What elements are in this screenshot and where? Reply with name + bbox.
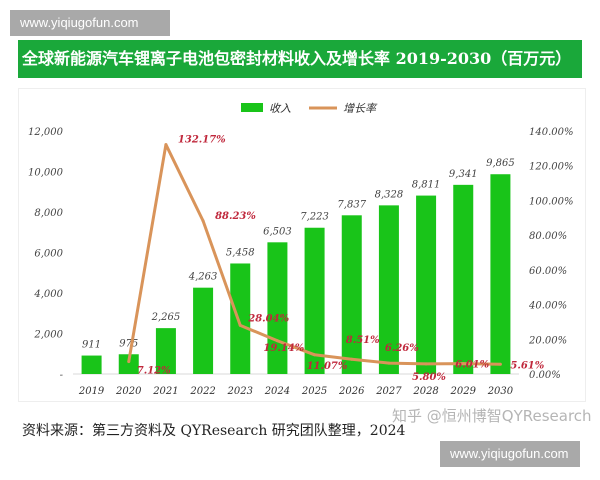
- watermark-top: www.yiqiugofun.com: [10, 10, 170, 36]
- bar-2030: [490, 174, 511, 374]
- x-tick-label: 2019: [78, 386, 105, 397]
- watermark-bottom: www.yiqiugofun.com: [440, 441, 580, 467]
- x-tick-label: 2022: [189, 386, 215, 397]
- right-tick-label: 80.00%: [529, 231, 567, 242]
- right-tick-label: 40.00%: [528, 301, 567, 312]
- x-tick-label: 2020: [115, 386, 142, 397]
- growth-value-label: 6.26%: [385, 343, 419, 354]
- legend-label-growth: 增长率: [343, 102, 378, 115]
- growth-point-2027: [387, 361, 391, 365]
- left-tick-label: -: [60, 370, 64, 381]
- growth-value-label: 11.07%: [307, 361, 348, 372]
- growth-point-2020: [127, 360, 131, 364]
- right-tick-label: 120.00%: [529, 162, 574, 173]
- bar-value-label: 5,458: [226, 247, 255, 258]
- growth-point-2028: [424, 362, 428, 366]
- bar-value-label: 7,837: [337, 199, 366, 210]
- x-tick-label: 2021: [152, 386, 178, 397]
- bar-2028: [416, 195, 437, 374]
- bar-2022: [193, 287, 214, 374]
- growth-value-label: 5.61%: [510, 360, 544, 371]
- x-tick-label: 2028: [412, 386, 438, 397]
- bar-2024: [267, 242, 288, 374]
- bar-2029: [453, 184, 474, 374]
- legend-swatch-revenue: [241, 103, 263, 112]
- chart-title: 全球新能源汽车锂离子电池包密封材料收入及增长率 2019-2030（百万元）: [18, 40, 582, 78]
- right-tick-label: 100.00%: [529, 196, 574, 207]
- right-tick-label: 140.00%: [529, 127, 574, 138]
- growth-value-label: 6.01%: [455, 360, 489, 371]
- right-tick-label: 20.00%: [528, 335, 567, 346]
- x-tick-label: 2027: [375, 386, 402, 397]
- chart-area: - 2,000 4,000 6,000 8,000 10,000 12,000 0.00% 20…: [18, 88, 586, 402]
- growth-value-label: 132.17%: [178, 135, 226, 146]
- bar-value-label: 4,263: [188, 272, 218, 283]
- growth-value-label: 19.14%: [263, 343, 304, 354]
- x-tick-label: 2026: [338, 386, 365, 397]
- source-note: 资料来源：第三方资料及 QYResearch 研究团队整理，2024: [22, 423, 406, 439]
- bar-value-label: 9,865: [486, 158, 515, 169]
- bar-value-label: 6,503: [263, 226, 292, 237]
- x-tick-label: 2023: [227, 386, 253, 397]
- growth-point-2030: [498, 362, 502, 366]
- bar-2026: [341, 215, 362, 374]
- growth-point-2022: [201, 219, 205, 223]
- bar-value-label: 2,265: [151, 312, 181, 323]
- bar-2023: [230, 263, 251, 374]
- bar-2025: [304, 227, 325, 374]
- left-tick-label: 4,000: [33, 289, 63, 300]
- growth-value-label: 7.12%: [137, 366, 171, 377]
- growth-point-2026: [350, 357, 354, 361]
- zhihu-watermark: 知乎 @恒州博智QYResearch: [392, 407, 592, 425]
- right-tick-label: 0.00%: [529, 370, 561, 381]
- left-tick-label: 8,000: [34, 208, 63, 219]
- bar-value-label: 8,811: [412, 180, 441, 191]
- x-tick-label: 2024: [264, 386, 290, 397]
- growth-point-2023: [238, 323, 242, 327]
- x-tick-label: 2025: [301, 386, 327, 397]
- left-tick-label: 10,000: [28, 168, 64, 179]
- bar-value-label: 911: [82, 340, 101, 351]
- bar-value-label: 975: [119, 338, 138, 349]
- x-tick-label: 2030: [487, 386, 514, 397]
- growth-point-2024: [275, 339, 279, 343]
- bar-2021: [155, 328, 176, 374]
- left-tick-label: 6,000: [34, 249, 63, 260]
- bar-value-label: 8,328: [375, 189, 404, 200]
- growth-value-label: 8.51%: [346, 335, 380, 346]
- combo-chart: - 2,000 4,000 6,000 8,000 10,000 12,000 0.00% 20…: [28, 102, 574, 397]
- bar-value-label: 9,341: [449, 169, 478, 180]
- growth-point-2021: [164, 143, 168, 147]
- growth-point-2025: [313, 353, 317, 357]
- x-tick-label: 2029: [450, 386, 477, 397]
- right-tick-label: 60.00%: [529, 266, 567, 277]
- growth-point-2029: [461, 362, 465, 366]
- left-tick-label: 12,000: [28, 127, 64, 138]
- growth-value-label: 88.23%: [215, 211, 256, 222]
- bar-2019: [81, 355, 102, 374]
- legend-label-revenue: 收入: [269, 102, 291, 115]
- left-tick-label: 2,000: [33, 330, 63, 341]
- growth-value-label: 5.80%: [412, 372, 446, 383]
- growth-value-label: 28.04%: [247, 313, 289, 324]
- bar-value-label: 7,223: [300, 212, 329, 223]
- bar-2027: [378, 205, 399, 374]
- bar-2020: [118, 354, 139, 374]
